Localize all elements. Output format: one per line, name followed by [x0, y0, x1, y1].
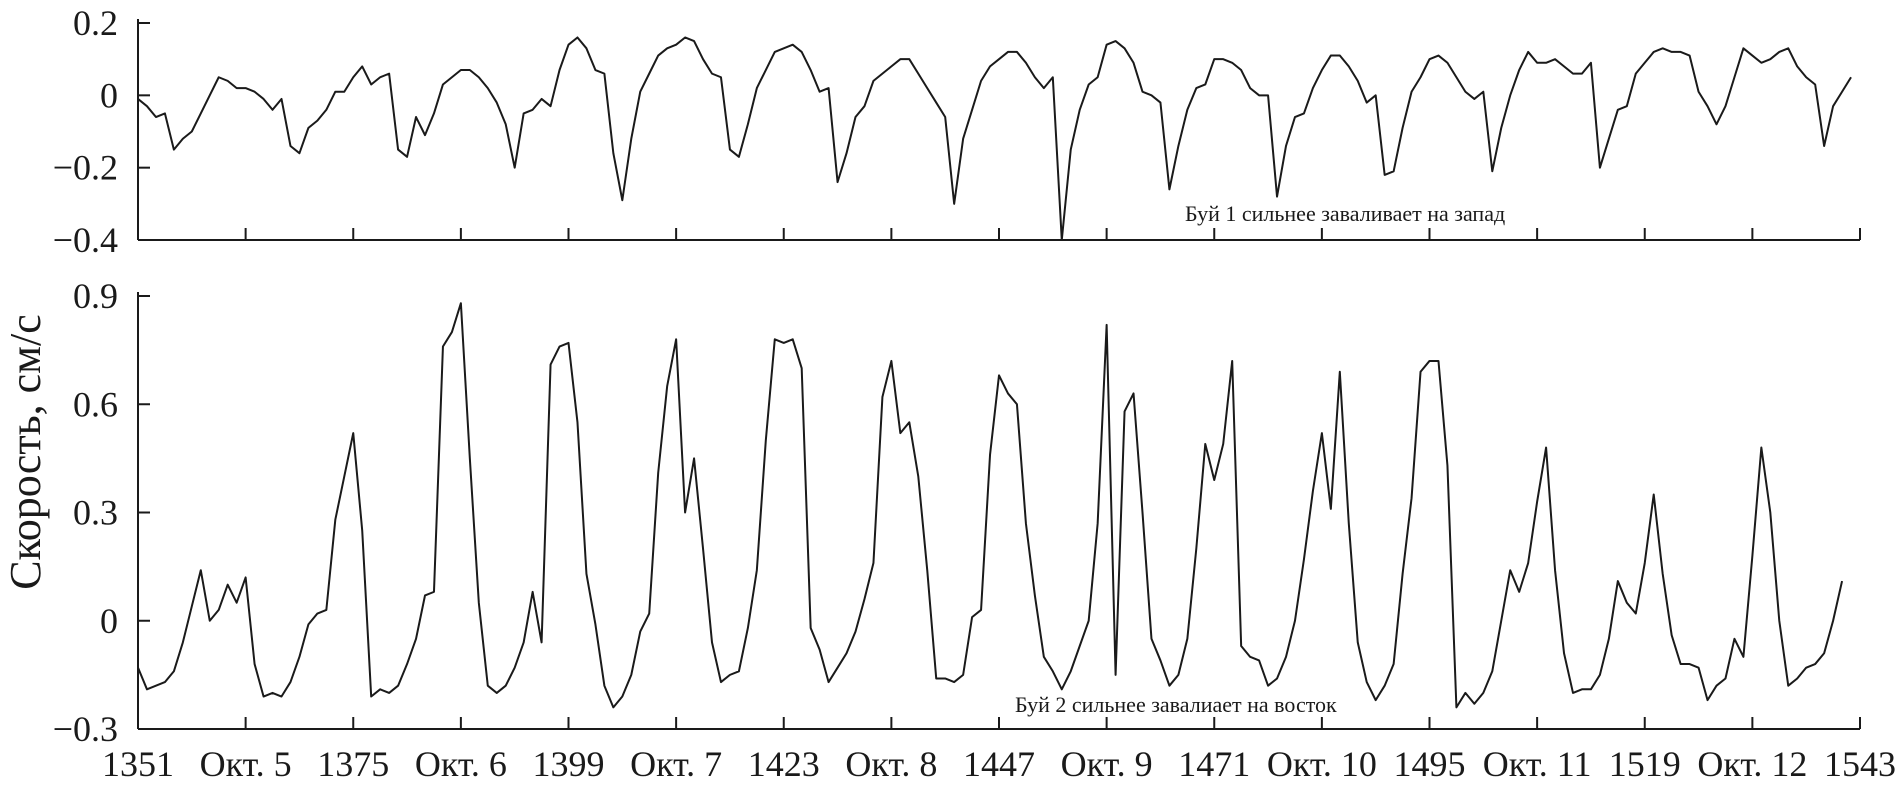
top-annotation: Буй 1 сильнее заваливает на запад [1185, 201, 1505, 226]
x-tick-label: 1375 [317, 744, 389, 784]
x-tick-label: 1519 [1609, 744, 1681, 784]
top-y-tick-label: −0.4 [53, 220, 118, 260]
bottom-series-line [137, 302, 1844, 709]
top-y-tick-label: 0.2 [73, 3, 118, 43]
x-tick-label: Окт. 6 [415, 744, 507, 784]
x-tick-label: Окт. 9 [1061, 744, 1153, 784]
x-tick-label: Окт. 12 [1697, 744, 1807, 784]
x-tick-label: 1351 [102, 744, 174, 784]
x-tick-label: 1543 [1824, 744, 1896, 784]
y-axis-label: Скорость, см/с [1, 314, 50, 590]
x-tick-label: 1399 [533, 744, 605, 784]
bottom-y-tick-label: −0.3 [53, 709, 118, 749]
top-series-line [137, 36, 1852, 241]
x-tick-label: 1471 [1178, 744, 1250, 784]
top-panel: −0.4 −0.2 0 0.2 Буй 1 сильнее заваливает на … [53, 3, 1861, 260]
bottom-y-tick-label: 0.3 [73, 493, 118, 533]
x-axis-tick-labels: 1351 Окт. 5 1375 Окт. 6 1399 Окт. 7 1423 Окт. 8… [102, 744, 1896, 784]
x-tick-label: Окт. 8 [845, 744, 937, 784]
x-tick-label: 1495 [1394, 744, 1466, 784]
top-y-tick-label: 0 [100, 75, 118, 115]
top-y-tick-label: −0.2 [53, 148, 118, 188]
x-tick-label: 1423 [748, 744, 820, 784]
x-tick-label: Окт. 7 [630, 744, 722, 784]
bottom-y-tick-label: 0.6 [73, 384, 118, 424]
x-tick-label: Окт. 5 [200, 744, 292, 784]
bottom-panel: −0.3 0 0.3 0.6 0.9 Буй 2 сильнее завалиает на… [53, 276, 1861, 749]
bottom-y-tick-label: 0 [100, 601, 118, 641]
bottom-annotation: Буй 2 сильнее завалиает на восток [1015, 692, 1337, 717]
x-tick-label: 1447 [963, 744, 1035, 784]
x-tick-label: Окт. 11 [1483, 744, 1592, 784]
x-tick-label: Окт. 10 [1267, 744, 1377, 784]
bottom-y-tick-label: 0.9 [73, 276, 118, 316]
